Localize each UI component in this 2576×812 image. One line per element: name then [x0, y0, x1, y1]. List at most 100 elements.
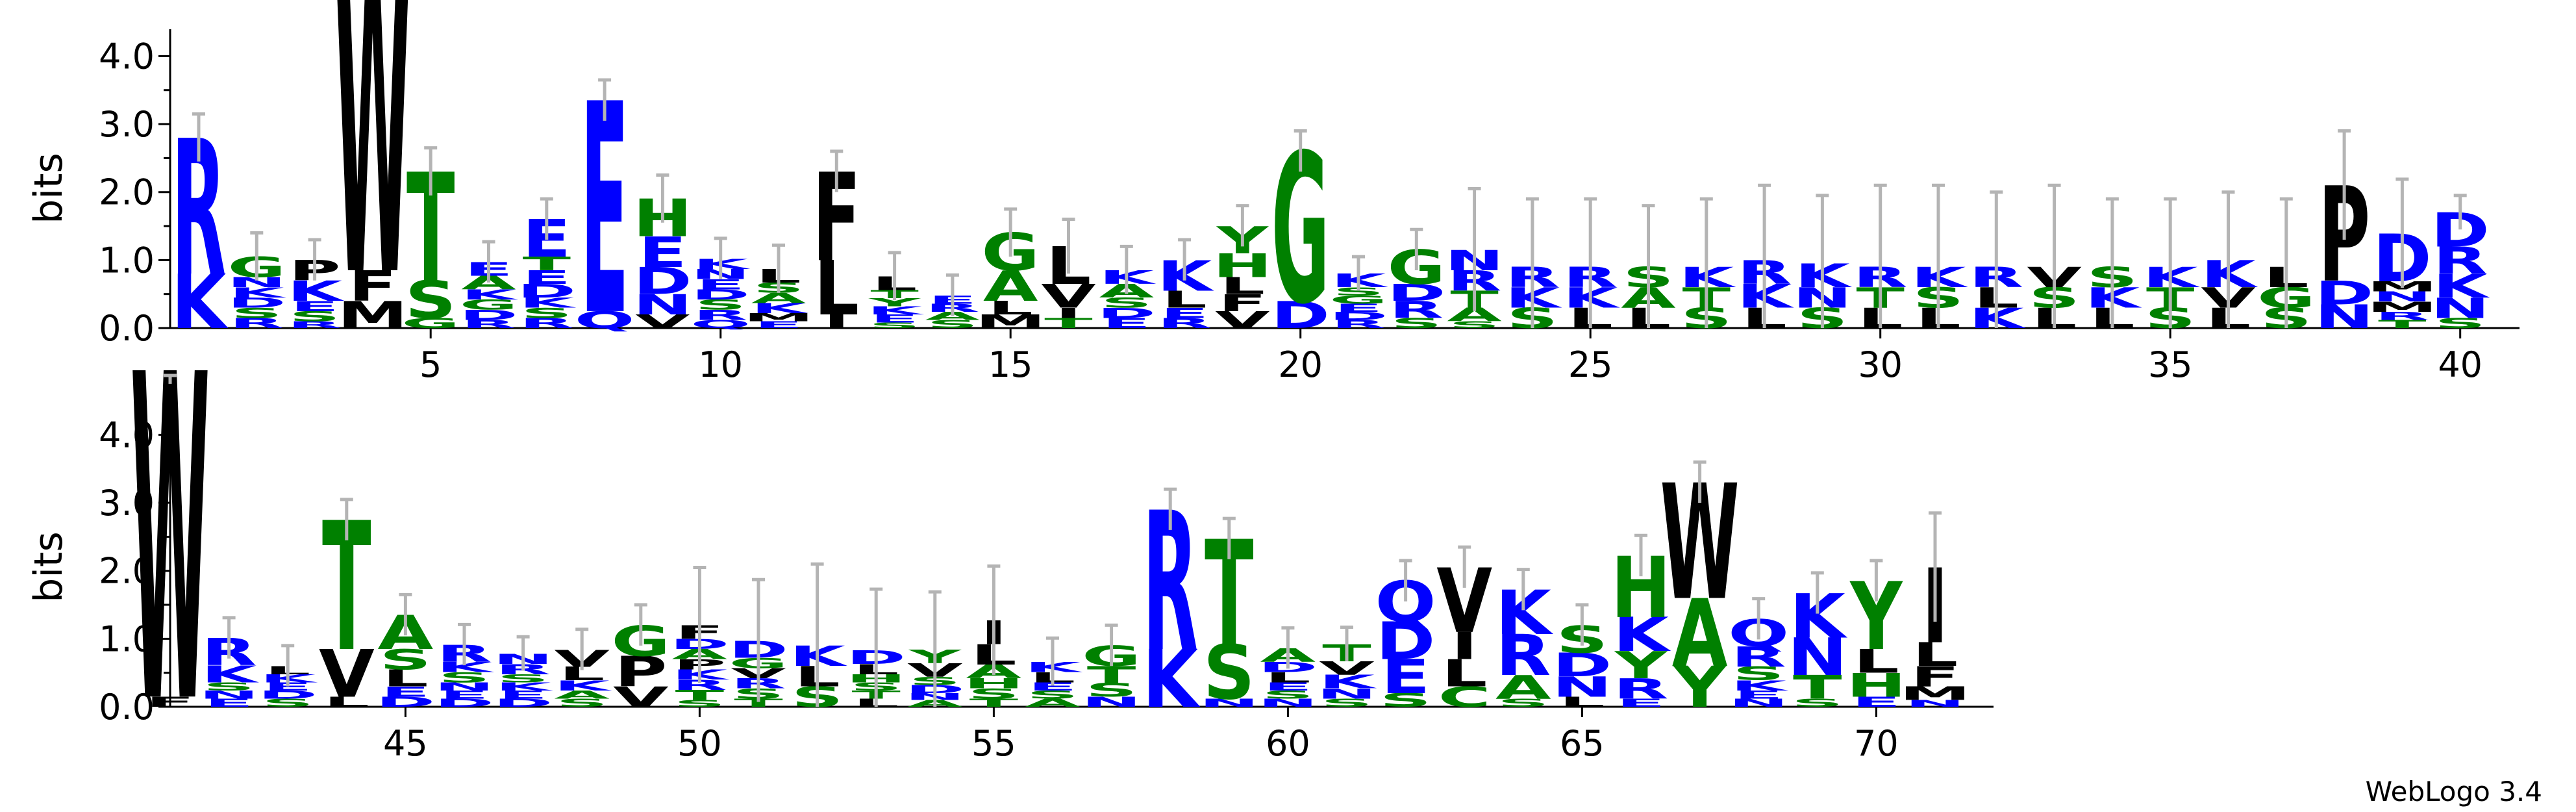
logo-letter-L: L [1442, 652, 1488, 695]
logo-letter-M: M [1899, 683, 1971, 704]
logo-letter-S: S [231, 305, 282, 321]
logo-letter-E: E [1264, 680, 1313, 693]
logo-letter-N: N [1729, 696, 1789, 709]
logo-letter-D: D [2315, 274, 2374, 312]
logo-letter-N: N [2431, 292, 2490, 324]
logo-letter-R: R [519, 315, 574, 331]
logo-letter-A: A [1025, 696, 1081, 709]
logo-letter-V: V [319, 636, 375, 712]
logo-stack-28: LKR [1737, 183, 1794, 335]
logo-letter-K: K [2432, 268, 2490, 306]
logo-letter-R: R [2375, 310, 2429, 323]
logo-letter-S: S [1732, 663, 1784, 685]
logo-letter-S: S [1497, 696, 1549, 709]
logo-letter-S: S [869, 321, 920, 329]
logo-letter-H: H [1213, 247, 1272, 285]
logo-stack-30: LTR [1853, 183, 1908, 335]
logo-stack-35: STK [2143, 197, 2200, 335]
logo-letter-K: K [751, 300, 809, 316]
logo-letter-S: S [968, 685, 1020, 702]
x-tick-label: 55 [971, 723, 1016, 764]
logo-letter-E: E [1381, 650, 1431, 705]
logo-stack-41: FW [131, 282, 210, 802]
logo-letter-D: D [1376, 612, 1436, 672]
logo-letter-P: P [614, 648, 667, 696]
logo-letter-N: N [1258, 696, 1318, 709]
logo-letter-S: S [674, 698, 726, 709]
logo-letter-A: A [1495, 668, 1551, 706]
logo-letter-L: L [324, 694, 370, 710]
logo-letter-N: N [434, 680, 495, 693]
logo-letter-N: N [1317, 685, 1377, 702]
logo-letter-N: N [1552, 670, 1612, 703]
logo-letter-D: D [691, 286, 750, 303]
logo-letter-M: M [2367, 299, 2438, 315]
logo-letter-K: K [1613, 608, 1671, 663]
logo-letter-I: I [1055, 305, 1082, 321]
weblogo-footer: WebLogo 3.4 [2366, 776, 2542, 807]
logo-letter-D: D [494, 696, 553, 709]
logo-letter-L: L [814, 246, 860, 332]
logo-letter-M: M [744, 311, 814, 324]
logo-letter-S: S [1086, 679, 1138, 701]
logo-letter-K: K [1319, 671, 1377, 692]
logo-letter-N: N [1787, 628, 1847, 687]
logo-letter-R: R [1613, 672, 1668, 705]
logo-letter-E: E [1103, 315, 1151, 331]
y-tick-label: 1.0 [99, 618, 155, 659]
y-tick-label: 4.0 [99, 36, 155, 77]
logo-letter-E: E [1616, 696, 1666, 709]
logo-stack-27: STK [1679, 197, 1736, 335]
logo-letter-H: H [964, 676, 1024, 692]
logo-letter-V: V [613, 681, 669, 713]
logo-letter-K: K [519, 295, 577, 311]
logo-letter-F: F [1910, 661, 1960, 693]
logo-letter-D: D [1329, 310, 1388, 323]
logo-stack-44: LVT [319, 485, 375, 712]
logo-letter-W: W [131, 282, 210, 802]
logo-letter-S: S [2434, 315, 2486, 331]
logo-letter-G: G [460, 297, 518, 313]
logo-letter-L: L [1912, 636, 1958, 674]
logo-letter-E: E [1334, 301, 1383, 314]
logo-letter-R: R [694, 307, 748, 323]
logo-letter-S: S [695, 297, 746, 313]
logo-stack-58: KR [1142, 473, 1200, 726]
logo-letter-S: S [1333, 285, 1384, 298]
logo-stack-5: GST [401, 143, 460, 331]
logo-letter-R: R [2433, 239, 2488, 283]
logo-letter-S: S [380, 643, 432, 676]
logo-stack-1: KR [171, 101, 229, 346]
logo-letter-D: D [434, 696, 494, 709]
x-tick-label: 5 [419, 344, 442, 385]
logo-stack-67: YAW [1660, 451, 1740, 720]
logo-letter-S: S [1203, 629, 1255, 717]
logo-stack-20: DG [1271, 110, 1330, 349]
logo-letter-K: K [1142, 634, 1200, 726]
logo-letter-E: E [1160, 305, 1209, 321]
logo-letter-I: I [1451, 624, 1478, 668]
logo-letter-K: K [554, 678, 612, 694]
logo-letter-E: E [381, 683, 431, 700]
logo-letter-G: G [401, 315, 460, 331]
x-tick-label: 65 [1560, 723, 1605, 764]
logo-letter-E: E [638, 229, 687, 277]
logo-letter-Y: Y [868, 296, 921, 309]
logo-letter-N: N [633, 288, 692, 321]
logo-letter-E: E [1734, 688, 1783, 701]
